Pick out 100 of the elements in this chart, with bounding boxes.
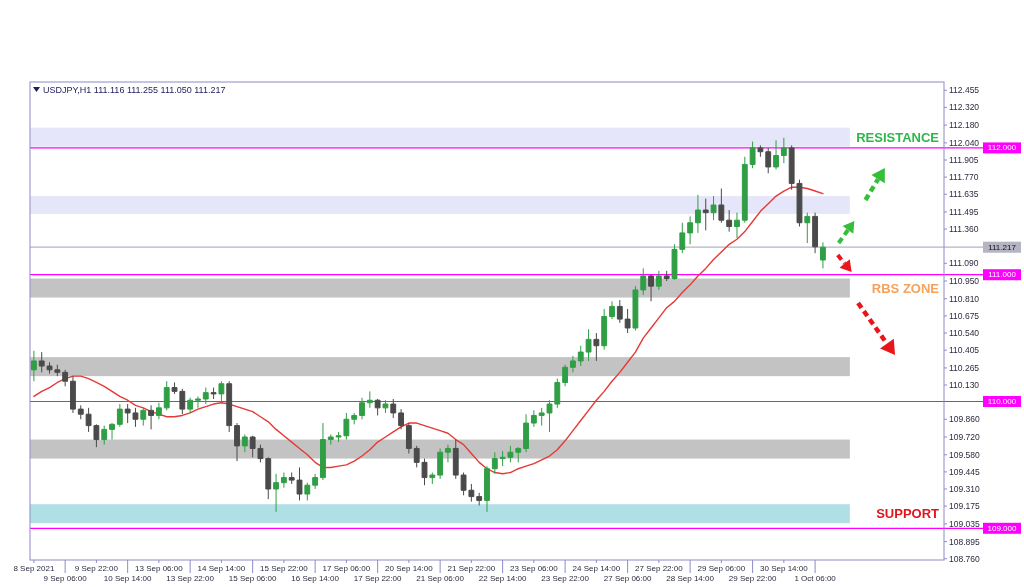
candlestick [210,387,217,400]
candlestick [687,215,694,245]
candlestick [741,156,748,224]
candlestick [718,188,725,224]
candlestick [562,364,569,387]
candlestick [327,433,334,446]
candlestick [757,144,764,158]
x-tick-label: 8 Sep 2021 [13,564,55,573]
x-tick-label: 28 Sep 14:00 [666,574,715,583]
x-tick-label: 29 Sep 22:00 [728,574,777,583]
candlestick [405,422,412,454]
candlestick [359,397,365,420]
x-tick-label: 15 Sep 06:00 [228,574,277,583]
candlestick [655,270,662,291]
x-tick-label: 30 Sep 14:00 [760,564,809,573]
x-tick-label: 24 Sep 14:00 [572,564,621,573]
candlestick [765,147,772,174]
candlestick [749,141,756,169]
y-tick-label: 110.265 [949,362,980,373]
x-tick-label: 23 Sep 22:00 [541,574,590,583]
x-tick-label: 27 Sep 22:00 [635,564,684,573]
candlestick [616,299,623,324]
y-tick-label: 109.175 [949,501,980,512]
x-tick-label: 9 Sep 22:00 [74,564,119,573]
candlestick [804,212,811,244]
x-tick-label: 14 Sep 14:00 [197,564,246,573]
candlestick [62,369,69,387]
x-tick-label: 23 Sep 06:00 [510,564,559,573]
x-tick-label: 1 Oct 06:00 [794,574,837,583]
x-tick-label: 29 Sep 06:00 [697,564,746,573]
candlestick [163,380,170,411]
candlestick [304,482,311,501]
ref-line-label: 112.000 [987,143,1017,153]
candlestick [530,409,537,428]
candlestick [624,308,631,334]
candlestick [351,412,358,425]
candlestick [382,399,389,414]
y-tick-label: 111.905 [949,154,979,165]
y-tick-label: 110.540 [949,328,980,339]
candlestick [702,198,709,231]
y-tick-label: 111.090 [949,258,979,269]
y-tick-label: 112.180 [949,120,980,131]
candlestick [187,397,194,414]
candlestick [109,422,115,441]
candlestick [476,492,483,506]
candlestick [116,403,123,428]
x-tick-label: 13 Sep 22:00 [166,574,215,583]
candlestick [609,300,615,320]
candlestick [632,285,639,332]
candlestick [445,444,451,463]
candlestick [710,195,717,221]
candlestick [77,404,84,420]
band-label: RBS ZONE [871,280,940,296]
x-tick-label: 9 Sep 06:00 [43,574,88,583]
line-series [33,186,824,475]
band-label: RESISTANCE [856,129,940,145]
candlestick [734,212,740,239]
candlestick [148,404,155,430]
y-tick-label: 109.445 [949,466,980,477]
y-tick-label: 111.495 [949,206,979,217]
candlestick [226,380,233,433]
candlestick [570,355,576,373]
x-tick-label: 13 Sep 06:00 [135,564,184,573]
candlestick [241,433,248,453]
candlestick [273,473,279,513]
y-tick-label: 109.720 [949,432,980,443]
candlestick [366,390,373,409]
x-tick-label: 15 Sep 22:00 [260,564,309,573]
candlestick [312,473,319,490]
x-tick-label: 22 Sep 14:00 [478,574,527,583]
y-tick-label: 111.635 [949,189,979,200]
candlestick [773,139,779,170]
x-tick-label: 16 Sep 14:00 [291,574,340,583]
candlestick [70,375,76,414]
y-tick-label: 112.040 [949,137,980,148]
candlestick [398,408,404,430]
candlestick [140,407,147,427]
candlestick [390,398,397,419]
y-tick-label: 110.405 [949,345,980,356]
candlestick [726,209,733,233]
candlestick [195,395,201,409]
x-tick-label: 21 Sep 22:00 [447,564,496,573]
candlestick [320,422,326,481]
ref-line-label: 111.217 [988,242,1017,252]
x-tick-label: 10 Sep 14:00 [103,574,152,583]
x-tick-label: 27 Sep 06:00 [603,574,652,583]
y-tick-label: 109.580 [949,449,980,460]
candlestick [640,267,647,296]
x-tick-label: 21 Sep 06:00 [416,574,465,583]
y-tick-label: 112.455 [949,85,980,96]
y-tick-label: 109.310 [949,484,980,494]
candlestick [593,332,600,362]
band-label: SUPPORT [876,506,940,522]
y-tick-label: 110.130 [949,380,980,391]
candlestick [819,241,826,269]
candlestick [202,387,209,405]
y-tick-label: 110.810 [949,293,980,304]
ref-line-label: 111.000 [988,270,1017,280]
candlestick [437,447,444,480]
y-tick-label: 112.320 [949,102,980,113]
